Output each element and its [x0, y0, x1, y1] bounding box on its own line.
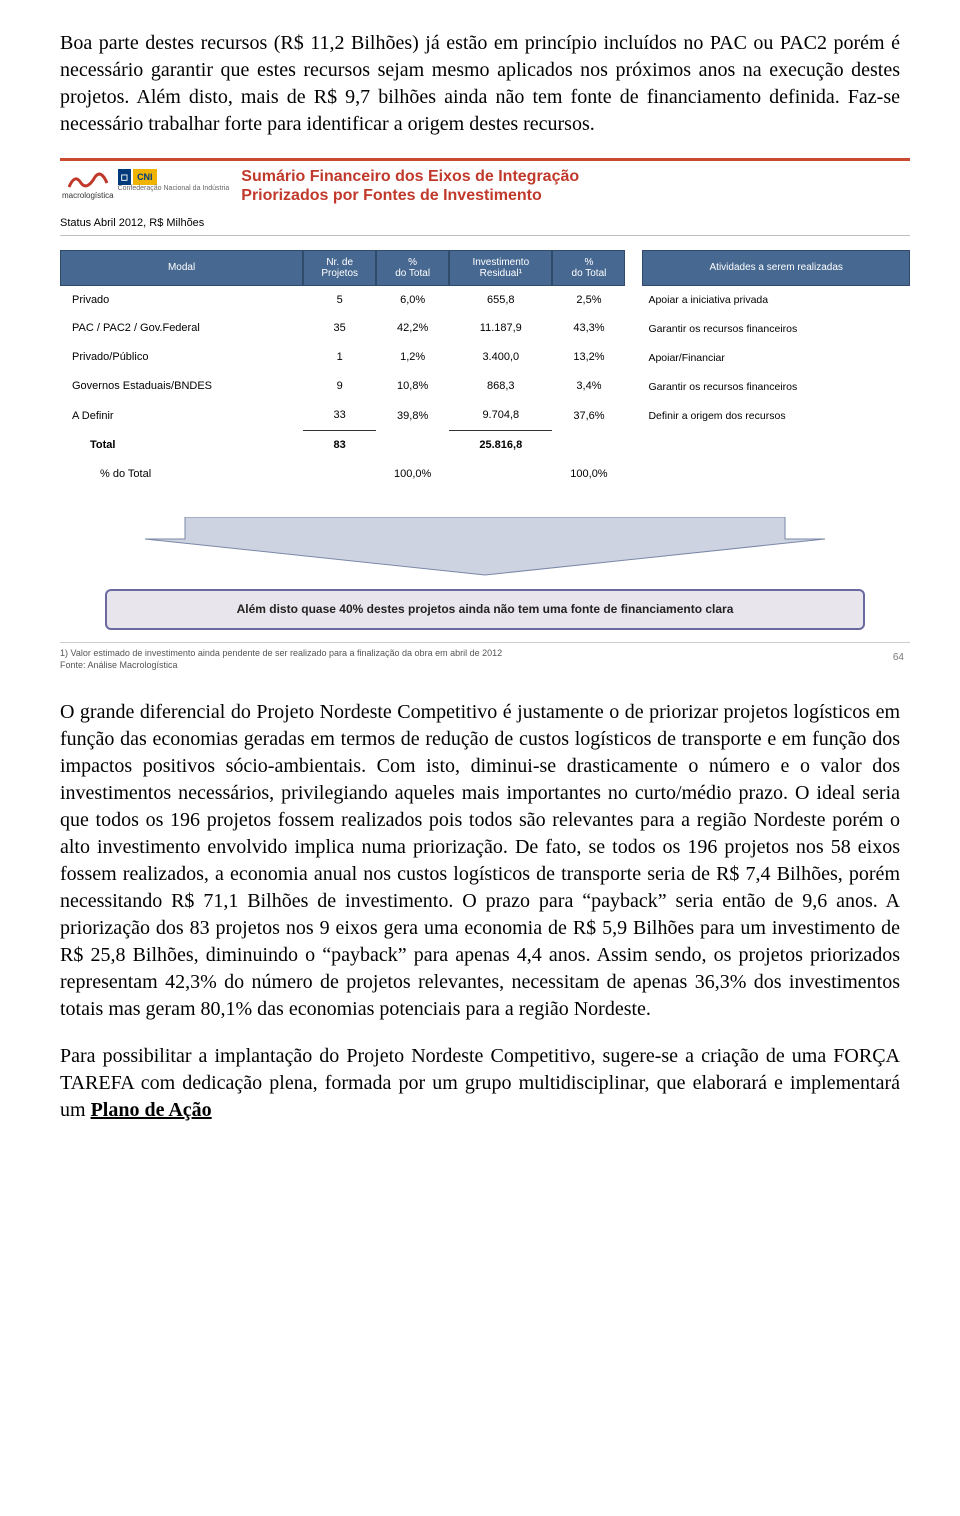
th-invest: Investimento Residual¹ — [449, 250, 552, 286]
figure-title: Sumário Financeiro dos Eixos de Integraç… — [241, 167, 579, 208]
cell-pct2: 13,2% — [552, 343, 625, 372]
table-row: A Definir 33 39,8% 9.704,8 37,6% Definir… — [60, 401, 910, 431]
th-pct2-a: % — [584, 257, 593, 268]
cni-label: CNI — [133, 169, 157, 185]
summary-table: Modal Nr. de Projetos % do Total Investi… — [60, 250, 910, 489]
cell-act: Definir a origem dos recursos — [642, 401, 910, 431]
th-nprojetos-b: Projetos — [321, 268, 358, 279]
cell-pct: 10,8% — [376, 372, 449, 401]
cell-label: PAC / PAC2 / Gov.Federal — [60, 314, 303, 343]
th-pct1-a: % — [408, 257, 417, 268]
down-arrow-icon — [60, 517, 910, 582]
th-modal: Modal — [60, 250, 303, 286]
table-row-total: Total 83 25.816,8 — [60, 431, 910, 460]
cell-n: 9 — [303, 372, 376, 401]
cell-act: Garantir os recursos financeiros — [642, 314, 910, 343]
th-pct1: % do Total — [376, 250, 449, 286]
cell-inv: 868,3 — [449, 372, 552, 401]
cell-pct: 39,8% — [376, 401, 449, 431]
callout-box: Além disto quase 40% destes projetos ain… — [105, 589, 865, 629]
macrologistica-icon — [65, 169, 111, 191]
macrologistica-logo: macrologística — [62, 169, 114, 202]
middle-paragraph: O grande diferencial do Projeto Nordeste… — [60, 699, 900, 1023]
cell-total-n: 83 — [303, 431, 376, 460]
cell-label: A Definir — [60, 401, 303, 431]
table-row: Privado/Público 1 1,2% 3.400,0 13,2% Apo… — [60, 343, 910, 372]
cell-inv: 3.400,0 — [449, 343, 552, 372]
cni-blue-icon: ◻ — [118, 169, 131, 185]
th-nprojetos: Nr. de Projetos — [303, 250, 376, 286]
cell-pct2: 2,5% — [552, 286, 625, 315]
cell-pct2: 37,6% — [552, 401, 625, 431]
cell-n: 33 — [303, 401, 376, 431]
cell-inv: 11.187,9 — [449, 314, 552, 343]
table-row: Governos Estaduais/BNDES 9 10,8% 868,3 3… — [60, 372, 910, 401]
cell-pct-1: 100,0% — [376, 460, 449, 489]
bottom-paragraph: Para possibilitar a implantação do Proje… — [60, 1043, 900, 1124]
plano-de-acao-link: Plano de Ação — [91, 1099, 212, 1121]
th-nprojetos-a: Nr. de — [326, 257, 353, 268]
cell-total-label: Total — [60, 431, 303, 460]
figure-title-line2: Priorizados por Fontes de Investimento — [241, 187, 542, 204]
cell-n: 1 — [303, 343, 376, 372]
cell-inv: 9.704,8 — [449, 401, 552, 431]
th-pct1-b: do Total — [395, 268, 430, 279]
th-gap — [625, 250, 642, 286]
footnote-line1: 1) Valor estimado de investimento ainda … — [60, 648, 502, 658]
table-row-pct: % do Total 100,0% 100,0% — [60, 460, 910, 489]
cell-act: Apoiar/Financiar — [642, 343, 910, 372]
cell-pct: 6,0% — [376, 286, 449, 315]
cell-total-inv: 25.816,8 — [449, 431, 552, 460]
th-atividades: Atividades a serem realizadas — [642, 250, 910, 286]
cell-pct-label: % do Total — [60, 460, 303, 489]
cell-act: Garantir os recursos financeiros — [642, 372, 910, 401]
th-pct2: % do Total — [552, 250, 625, 286]
cell-pct2: 43,3% — [552, 314, 625, 343]
footnote-line2: Fonte: Análise Macrologística — [60, 660, 178, 670]
cni-logo: ◻ CNI Confederação Nacional da Indústria — [118, 169, 230, 192]
macrologistica-label: macrologística — [62, 191, 114, 202]
th-invest-b: Residual¹ — [480, 268, 522, 279]
cell-pct-2: 100,0% — [552, 460, 625, 489]
figure-status: Status Abril 2012, R$ Milhões — [60, 216, 910, 236]
cell-label: Privado — [60, 286, 303, 315]
cell-inv: 655,8 — [449, 286, 552, 315]
cell-pct: 42,2% — [376, 314, 449, 343]
slide-page-number: 64 — [893, 651, 904, 665]
cni-subtext: Confederação Nacional da Indústria — [118, 185, 230, 192]
cell-n: 35 — [303, 314, 376, 343]
cell-label: Privado/Público — [60, 343, 303, 372]
figure-title-line1: Sumário Financeiro dos Eixos de Integraç… — [241, 168, 579, 185]
cell-act: Apoiar a iniciativa privada — [642, 286, 910, 315]
arrow-shape — [145, 517, 825, 575]
cell-pct2: 3,4% — [552, 372, 625, 401]
cell-n: 5 — [303, 286, 376, 315]
table-row: Privado 5 6,0% 655,8 2,5% Apoiar a inici… — [60, 286, 910, 315]
cell-label: Governos Estaduais/BNDES — [60, 372, 303, 401]
cell-pct: 1,2% — [376, 343, 449, 372]
intro-paragraph: Boa parte destes recursos (R$ 11,2 Bilhõ… — [60, 30, 900, 138]
table-row: PAC / PAC2 / Gov.Federal 35 42,2% 11.187… — [60, 314, 910, 343]
footnote: 1) Valor estimado de investimento ainda … — [60, 642, 910, 671]
th-pct2-b: do Total — [572, 268, 607, 279]
figure-container: macrologística ◻ CNI Confederação Nacion… — [60, 158, 910, 671]
th-invest-a: Investimento — [472, 257, 529, 268]
logo-group: macrologística ◻ CNI Confederação Nacion… — [60, 167, 231, 208]
